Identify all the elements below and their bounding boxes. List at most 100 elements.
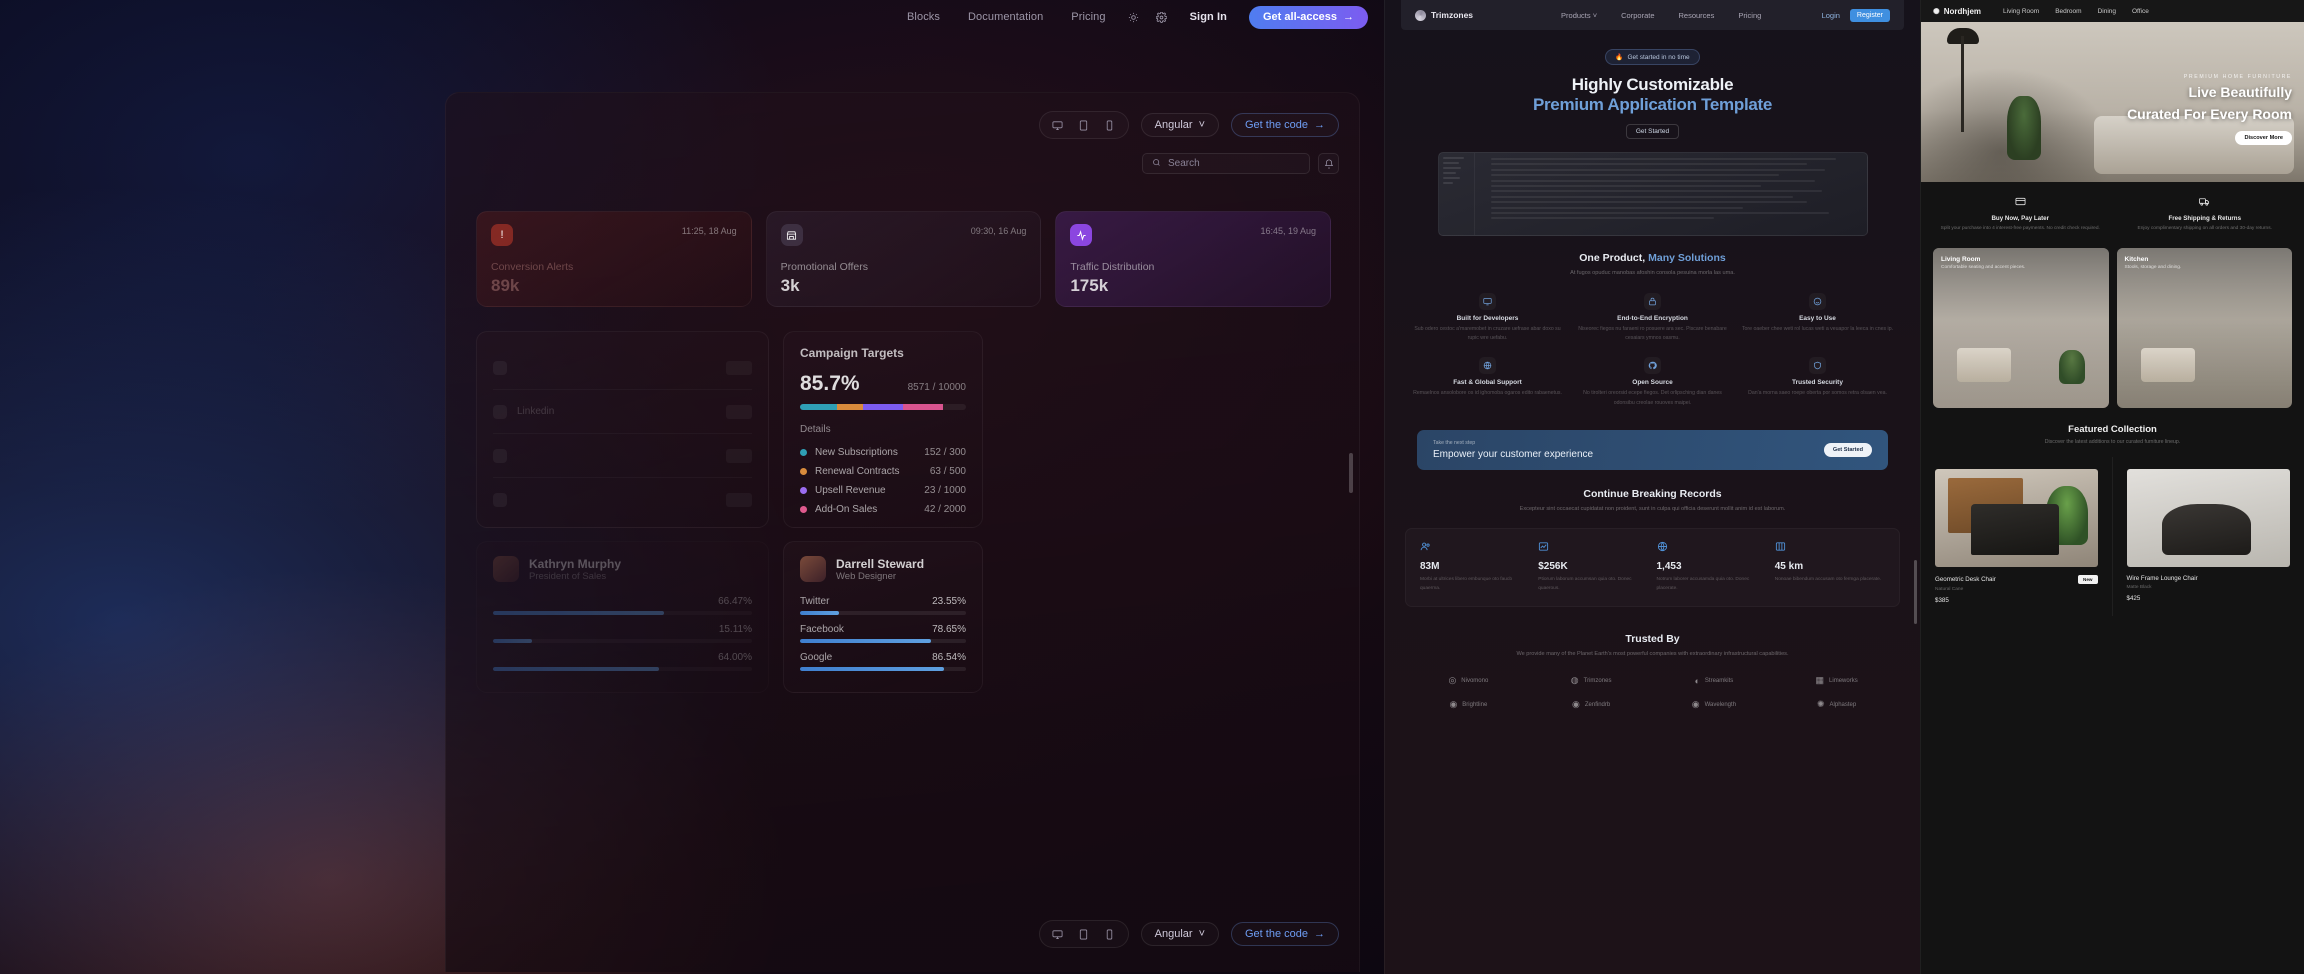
nav-item-products[interactable]: Products ˅ bbox=[1561, 10, 1598, 20]
detail-row: New Subscriptions 152 / 300 bbox=[800, 443, 966, 462]
cta-get-started-button[interactable]: Get Started bbox=[1823, 442, 1872, 457]
scrollbar-thumb[interactable] bbox=[1914, 560, 1917, 624]
stat-card-conversion-alerts[interactable]: ! 11:25, 18 Aug Conversion Alerts 89k bbox=[476, 211, 752, 307]
get-the-code-label: Get the code bbox=[1245, 928, 1308, 940]
dashboard-preview-frame: Angular ˅ Get the code → Search bbox=[445, 92, 1360, 972]
hero-badge[interactable]: 🔥 Get started in no time bbox=[1605, 49, 1700, 65]
legend-dot bbox=[800, 449, 807, 456]
trusted-by-section: Trusted By We provide many of the Planet… bbox=[1385, 607, 1920, 711]
category-desc: Comfortable seating and accent pieces. bbox=[1941, 264, 2026, 270]
avatar bbox=[800, 556, 826, 582]
tablet-icon[interactable] bbox=[1072, 924, 1096, 944]
campaign-targets-panel: Campaign Targets 85.7% 8571 / 10000 Deta… bbox=[783, 331, 983, 528]
list-item[interactable] bbox=[493, 434, 752, 478]
social-value: 86.54% bbox=[932, 652, 966, 663]
progress-segment bbox=[902, 404, 943, 410]
record-stat-desc: Morbi at ultrices libero embunque oto fa… bbox=[1420, 577, 1512, 592]
github-icon bbox=[1644, 357, 1661, 375]
chevron-down-icon: ˅ bbox=[1198, 119, 1205, 131]
chart-icon bbox=[1538, 541, 1648, 555]
product-price: $425 bbox=[2126, 594, 2141, 602]
mobile-icon[interactable] bbox=[1098, 115, 1122, 135]
tablet-icon[interactable] bbox=[1072, 115, 1096, 135]
get-the-code-button[interactable]: Get the code → bbox=[1231, 113, 1339, 137]
hero-get-started-button[interactable]: Get Started bbox=[1625, 124, 1680, 139]
scrollbar-thumb[interactable] bbox=[1349, 453, 1353, 493]
stat-timestamp: 09:30, 16 Aug bbox=[970, 226, 1027, 236]
brand-item: ◉ Zenfindrb bbox=[1532, 699, 1651, 710]
sign-in-link[interactable]: Sign In bbox=[1189, 11, 1227, 23]
nav-item-pricing[interactable]: Pricing bbox=[1738, 10, 1762, 20]
login-link[interactable]: Login bbox=[1821, 10, 1840, 20]
stat-card-traffic-distribution[interactable]: 16:45, 19 Aug Traffic Distribution 175k bbox=[1055, 211, 1332, 307]
list-item-value bbox=[726, 404, 752, 419]
social-track bbox=[800, 639, 966, 643]
app-screenshot bbox=[1437, 152, 1868, 236]
stat-card-row: ! 11:25, 18 Aug Conversion Alerts 89k 09… bbox=[476, 211, 1332, 307]
framework-dropdown-bottom[interactable]: Angular ˅ bbox=[1140, 922, 1219, 946]
detail-label: Renewal Contracts bbox=[815, 466, 900, 477]
discover-more-button[interactable]: Discover More bbox=[2235, 131, 2292, 145]
details-label: Details bbox=[800, 424, 831, 435]
campaign-progress-bar bbox=[800, 404, 966, 410]
chevron-down-icon: ˅ bbox=[1592, 10, 1598, 20]
trimzones-logo[interactable]: Trimzones bbox=[1415, 9, 1473, 21]
top-navigation: Blocks Documentation Pricing Sign In Get… bbox=[0, 0, 1384, 34]
social-row-facebook: Facebook 78.65% bbox=[800, 624, 966, 643]
feature-end-to-end-encryption: End-to-End Encryption Niseorec fiegos nu… bbox=[1574, 292, 1731, 344]
device-toggle-group[interactable] bbox=[1038, 111, 1129, 139]
category-card-kitchen[interactable]: Kitchen Stools, storage and dining. bbox=[2116, 247, 2292, 408]
sun-icon[interactable] bbox=[1125, 8, 1143, 26]
nav-link-documentation[interactable]: Documentation bbox=[968, 11, 1044, 23]
nav-item-office[interactable]: Office bbox=[2132, 7, 2149, 15]
nav-item-dining[interactable]: Dining bbox=[2097, 7, 2116, 15]
lock-icon bbox=[1644, 292, 1661, 310]
search-placeholder: Search bbox=[1168, 158, 1200, 169]
nav-item-resources[interactable]: Resources bbox=[1678, 10, 1715, 20]
register-button[interactable]: Register bbox=[1849, 8, 1890, 22]
nav-link-pricing[interactable]: Pricing bbox=[1071, 11, 1106, 23]
hero-badge-label: Get started in no time bbox=[1627, 53, 1690, 61]
users-icon bbox=[1420, 541, 1530, 555]
globe-icon bbox=[1479, 357, 1496, 375]
nav-item-corporate[interactable]: Corporate bbox=[1621, 10, 1655, 20]
app-sidebar bbox=[1439, 153, 1475, 235]
feature-desc: Niseorec fiegos nu faraeni ro posuere ar… bbox=[1578, 325, 1727, 341]
notifications-button[interactable] bbox=[1318, 153, 1339, 174]
record-stat-desc: Nonoae bibendum accusam oto fermga place… bbox=[1774, 577, 1882, 583]
nav-link-blocks[interactable]: Blocks bbox=[907, 11, 940, 23]
device-toggle-group-bottom[interactable] bbox=[1038, 920, 1129, 948]
product-image bbox=[1935, 468, 2098, 567]
nav-item-living-room[interactable]: Living Room bbox=[2003, 7, 2040, 15]
person-header: Darrell Steward Web Designer bbox=[800, 556, 966, 582]
featured-sub: Discover the latest additions to our cur… bbox=[2044, 438, 2181, 445]
category-card-living-room[interactable]: Living Room Comfortable seating and acce… bbox=[1933, 247, 2109, 408]
category-desc: Stools, storage and dining. bbox=[2124, 264, 2182, 270]
stat-card-promotional-offers[interactable]: 09:30, 16 Aug Promotional Offers 3k bbox=[765, 211, 1042, 307]
list-item[interactable]: Linkedin bbox=[493, 390, 752, 434]
desktop-icon[interactable] bbox=[1046, 924, 1070, 944]
search-input[interactable]: Search bbox=[1142, 153, 1310, 174]
list-item[interactable] bbox=[493, 478, 752, 522]
solutions-sub: At fugos opuduc manobas afoshin consola … bbox=[1570, 270, 1735, 276]
social-value: 78.65% bbox=[932, 624, 966, 635]
list-icon bbox=[493, 404, 507, 419]
get-all-access-button[interactable]: Get all-access → bbox=[1249, 5, 1368, 29]
mobile-icon[interactable] bbox=[1098, 924, 1122, 944]
desktop-icon[interactable] bbox=[1046, 115, 1070, 135]
record-stat-3: 45 km Nonoae bibendum accusam oto fermga… bbox=[1775, 541, 1885, 593]
gear-icon[interactable] bbox=[1153, 8, 1171, 26]
nav-item-bedroom[interactable]: Bedroom bbox=[2055, 7, 2082, 15]
arrow-right-icon: → bbox=[1314, 928, 1325, 940]
get-the-code-button-bottom[interactable]: Get the code → bbox=[1231, 922, 1339, 946]
activity-icon bbox=[1070, 224, 1093, 246]
product-card-geometric-desk-chair[interactable]: Geometric Desk Chair New Natural Cane $3… bbox=[1921, 456, 2113, 616]
product-card-wire-frame-lounge-chair[interactable]: Wire Frame Lounge Chair Matte Black $425 bbox=[2113, 457, 2304, 616]
framework-dropdown[interactable]: Angular ˅ bbox=[1140, 113, 1219, 137]
list-item[interactable] bbox=[493, 346, 752, 390]
dashboard-lower-grid: Linkedin Campaign Targets bbox=[476, 331, 1331, 528]
nordhjem-logo[interactable]: ✺ Nordhjem bbox=[1933, 7, 1981, 16]
circle-icon: ◉ bbox=[1449, 699, 1458, 710]
list-item-value bbox=[726, 448, 752, 463]
